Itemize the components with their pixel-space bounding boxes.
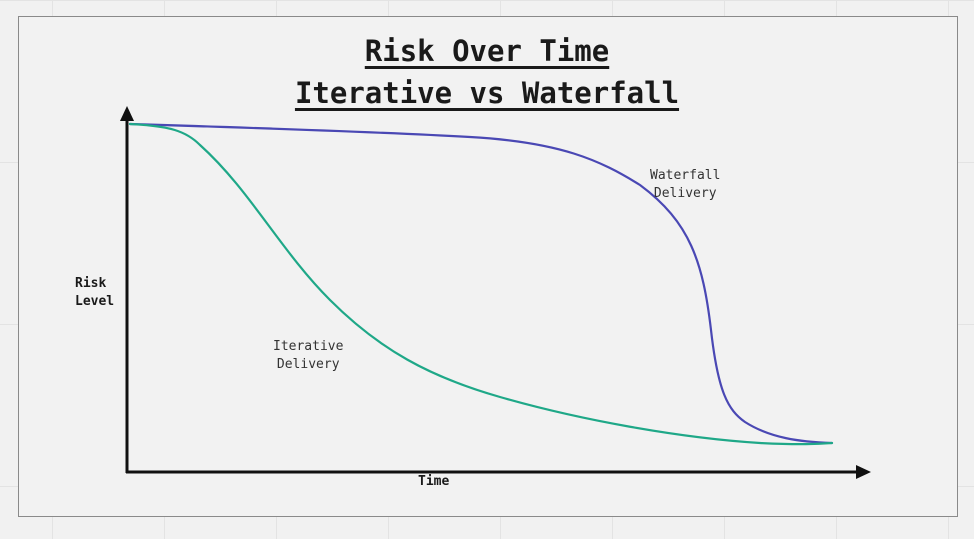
waterfall-label: Waterfall Delivery [650,167,720,203]
y-axis-arrow [120,106,134,121]
iterative-label: Iterative Delivery [273,338,343,374]
iterative-label-line1: Iterative [273,339,344,354]
y-axis-label: Risk Level [75,275,114,311]
x-axis-arrow [856,465,871,479]
diagram-frame [18,16,958,517]
iterative-label-line2: Delivery [276,357,340,372]
y-axis-label-line2: Level [75,294,115,309]
waterfall-label-line2: Delivery [653,186,717,201]
diagram-title-line1: Risk Over Time [364,34,610,68]
x-axis-label: Time [418,474,450,489]
diagram-title-line2: Iterative vs Waterfall [294,76,680,110]
waterfall-label-line1: Waterfall [650,168,721,183]
y-axis-label-line1: Risk [75,276,107,291]
waterfall-curve [128,122,834,445]
iterative-curve [128,122,834,446]
